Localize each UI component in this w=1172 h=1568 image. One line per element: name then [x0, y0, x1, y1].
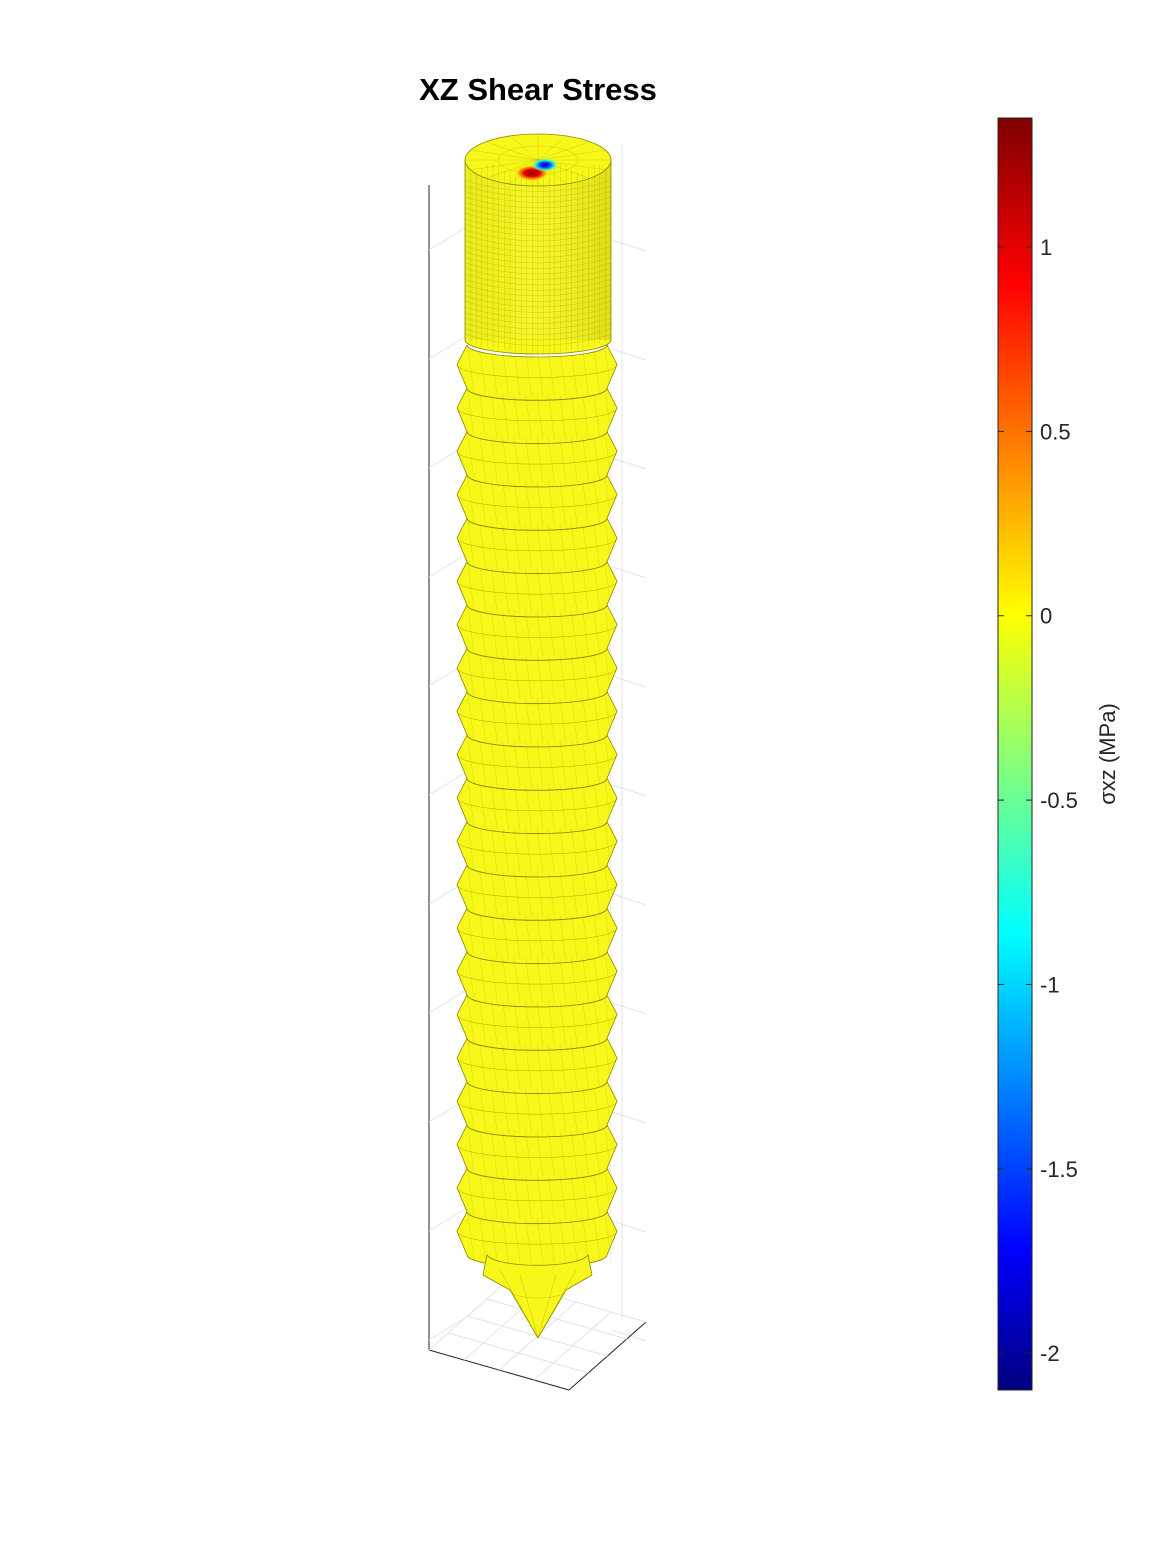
- floor-gridline: [486, 1298, 627, 1340]
- thread-mesh: [468, 1087, 612, 1134]
- z-gridline-left: [428, 333, 471, 360]
- thread-crest: [456, 1231, 618, 1245]
- z-gridline-right: [611, 566, 647, 579]
- thread-crest: [456, 537, 618, 552]
- colorbar-tick-label: -1.5: [1040, 1157, 1078, 1182]
- screw-mesh: [456, 133, 618, 1339]
- screw-head-mesh: [464, 164, 612, 353]
- z-gridline-left: [428, 987, 471, 1014]
- colorbar-tick-label: -2: [1040, 1341, 1060, 1366]
- thread-crest: [456, 1057, 618, 1072]
- colorbar-tick-label: -1: [1040, 972, 1060, 997]
- colorbar-tick-label: 0: [1040, 604, 1052, 629]
- z-gridline-right: [611, 457, 647, 470]
- thread-crest: [456, 1187, 618, 1202]
- thread-crest: [456, 667, 618, 682]
- thread-crest: [456, 711, 618, 725]
- thread-mesh: [468, 567, 612, 614]
- floor-gridline: [533, 1311, 612, 1381]
- z-gridline-right: [611, 784, 647, 797]
- thread-mesh: [468, 524, 612, 570]
- thread-mesh: [468, 740, 612, 787]
- hotspot-negative: [532, 158, 558, 172]
- z-gridline-right: [611, 1220, 647, 1233]
- thread-mesh: [468, 1130, 612, 1177]
- thread-mesh: [468, 957, 612, 1004]
- z-gridline-left: [428, 224, 471, 251]
- z-gridline-left: [428, 1205, 471, 1232]
- thread-crest: [456, 1144, 618, 1158]
- z-gridline-right: [611, 348, 647, 361]
- thread-crest: [456, 797, 618, 812]
- screw-tip-mesh: [499, 1269, 577, 1339]
- thread-crest: [456, 581, 618, 595]
- thread-crest: [456, 1101, 618, 1115]
- thread-crest: [456, 494, 618, 508]
- thread-mesh: [468, 827, 612, 874]
- thread-crest: [456, 971, 618, 985]
- z-gridline-left: [428, 551, 471, 578]
- thread-mesh: [468, 394, 612, 440]
- z-gridline-left: [428, 769, 471, 796]
- thread-crest: [456, 841, 618, 855]
- stress-hotspots: [515, 158, 558, 181]
- thread-mesh: [468, 1044, 612, 1090]
- thread-crest: [456, 754, 618, 768]
- thread-mesh: [468, 1174, 612, 1220]
- z-gridline-right: [611, 893, 647, 906]
- thread-crest: [456, 451, 618, 465]
- thread-mesh: [468, 1000, 612, 1047]
- thread-mesh: [468, 914, 612, 960]
- chart-title: XZ Shear Stress: [419, 72, 657, 107]
- thread-mesh: [468, 610, 612, 657]
- colorbar-title: σxz (MPa): [1095, 703, 1120, 805]
- thread-mesh: [468, 784, 612, 830]
- thread-crest: [456, 407, 618, 422]
- thread-mesh: [468, 437, 612, 484]
- z-gridline-right: [611, 1111, 647, 1124]
- thread-mesh: [468, 654, 612, 700]
- thread-mesh: [468, 1217, 612, 1264]
- colorbar-tick-label: 0.5: [1040, 419, 1071, 444]
- thread-crest: [456, 927, 618, 942]
- colorbar-ticks: 1 0.5 0 -0.5 -1 -1.5 -2: [998, 235, 1078, 1366]
- z-gridline-right: [611, 675, 647, 688]
- colorbar-tick-label: 1: [1040, 235, 1052, 260]
- z-gridline-right: [611, 239, 647, 252]
- thread-mesh: [468, 697, 612, 744]
- thread-crest: [456, 624, 618, 638]
- thread-crest: [456, 1014, 618, 1028]
- colorbar: [997, 117, 1033, 1391]
- thread-mesh: [468, 480, 612, 527]
- thread-crest: [456, 884, 618, 898]
- z-gridline-right: [611, 1002, 647, 1015]
- colorbar-tick-label: -0.5: [1040, 788, 1078, 813]
- thread-mesh: [468, 350, 612, 397]
- thread-mesh: [468, 870, 612, 917]
- thread-crest: [456, 364, 618, 378]
- z-gridline-right: [611, 1329, 647, 1342]
- screw-tip: [482, 1253, 593, 1339]
